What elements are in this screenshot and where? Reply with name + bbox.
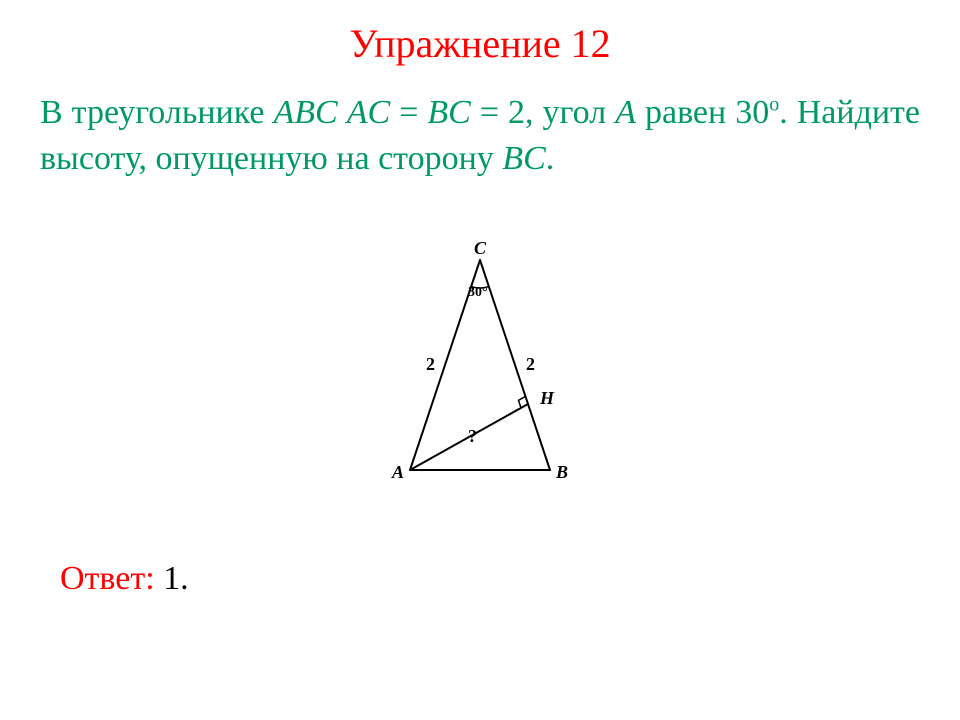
svg-text:H: H <box>539 388 555 408</box>
txt: В треугольнике <box>40 94 274 131</box>
abc: ABC <box>274 94 338 131</box>
triangle-svg: ABCH2230°? <box>350 240 610 500</box>
deg: о <box>769 94 779 116</box>
eq: = <box>390 94 427 131</box>
svg-text:30°: 30° <box>468 285 488 300</box>
answer-line: Ответ: 1. <box>60 560 189 598</box>
slide-title: Упражнение 12 <box>0 20 960 67</box>
txt5: . <box>546 140 555 177</box>
svg-text:2: 2 <box>426 354 435 374</box>
sp <box>338 94 347 131</box>
bc: BC <box>427 94 470 131</box>
svg-text:2: 2 <box>526 354 535 374</box>
triangle-figure: ABCH2230°? <box>0 240 960 505</box>
eq2: = <box>471 94 508 131</box>
svg-text:?: ? <box>468 426 477 446</box>
ac: AC <box>347 94 390 131</box>
svg-text:B: B <box>555 462 568 482</box>
answer-label: Ответ: <box>60 560 163 597</box>
problem-text: В треугольнике ABC AC = BC = 2, угол A р… <box>40 90 920 182</box>
answer-value: 1. <box>163 560 189 597</box>
svg-text:C: C <box>474 240 487 258</box>
bc2: BC <box>502 140 545 177</box>
svg-text:A: A <box>391 462 404 482</box>
a: A <box>615 94 636 131</box>
txt2: 2, угол <box>508 94 615 131</box>
txt3: равен 30 <box>636 94 769 131</box>
